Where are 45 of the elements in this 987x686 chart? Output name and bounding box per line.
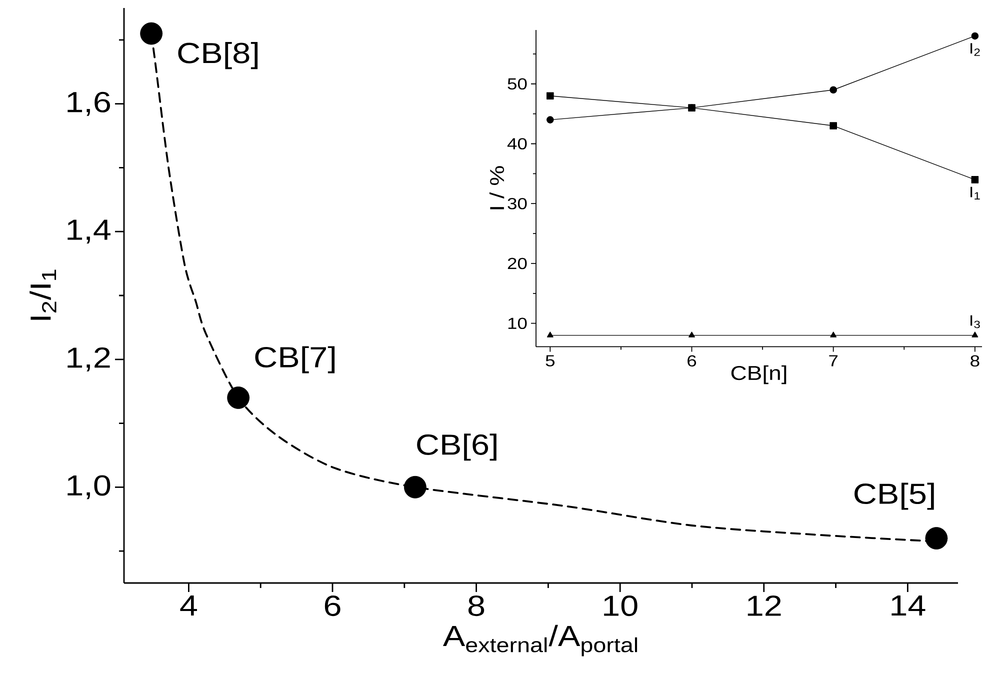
annotation: CB[6] bbox=[417, 434, 496, 461]
series-label: I$_{3}$ bbox=[970, 315, 980, 328]
y-tick-label: 1,6 bbox=[68, 92, 110, 116]
point bbox=[830, 122, 837, 130]
x-tick-label: 10 bbox=[604, 596, 638, 616]
x-tick-label: 8 bbox=[970, 355, 980, 367]
series-label: I$_{2}$ bbox=[970, 43, 980, 56]
x-tick-label: 14 bbox=[892, 596, 926, 616]
x-tick-label: 12 bbox=[748, 596, 781, 616]
point bbox=[546, 92, 554, 100]
point bbox=[925, 527, 948, 550]
x-tick-label: 6 bbox=[324, 596, 340, 616]
point bbox=[140, 22, 163, 45]
point bbox=[972, 332, 978, 338]
y-tick-label: 40 bbox=[507, 138, 527, 150]
y-tick-label: 20 bbox=[508, 258, 527, 270]
annotation: CB[7] bbox=[255, 346, 335, 374]
y-tick-label: 1,2 bbox=[68, 347, 110, 372]
x-tick-label: 5 bbox=[546, 355, 555, 366]
point bbox=[971, 176, 979, 184]
annotation: CB[5] bbox=[854, 482, 934, 510]
x-tick-label: 7 bbox=[829, 355, 838, 366]
annotation: CB[8] bbox=[178, 42, 258, 70]
point bbox=[688, 104, 696, 112]
x-tick-label: 8 bbox=[468, 596, 484, 616]
x-tick-label: 4 bbox=[180, 596, 198, 616]
y-tick-label: 1,4 bbox=[68, 220, 110, 244]
y-axis-title: I$_{2}$/I$_{1}$ bbox=[30, 270, 56, 320]
point bbox=[546, 332, 554, 338]
series-label: I$_{1}$ bbox=[970, 186, 980, 200]
y-tick-label: 50 bbox=[508, 78, 527, 90]
x-tick-label: 6 bbox=[688, 355, 696, 367]
point bbox=[227, 386, 250, 409]
point bbox=[971, 32, 979, 40]
y-axis-title: I / % bbox=[489, 166, 504, 210]
y-tick-label: 1,0 bbox=[68, 475, 110, 500]
y-tick-label: 30 bbox=[508, 198, 527, 210]
point bbox=[688, 332, 695, 338]
y-tick-label: 10 bbox=[508, 318, 527, 330]
point bbox=[404, 476, 426, 498]
x-axis-title: CB[n] bbox=[731, 365, 786, 384]
point bbox=[830, 332, 837, 338]
point bbox=[830, 86, 837, 94]
point bbox=[546, 116, 554, 124]
x-axis-title: A$_{external}$/A$_{portal}$ bbox=[442, 624, 638, 656]
